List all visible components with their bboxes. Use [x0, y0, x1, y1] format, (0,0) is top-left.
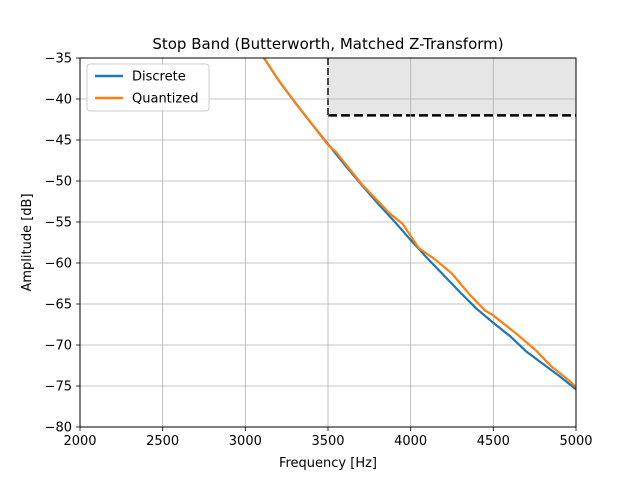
y-tick-label: −35: [45, 52, 72, 67]
y-tick-label: −60: [45, 257, 72, 272]
y-tick-label: −65: [45, 298, 72, 313]
x-tick-label: 4000: [394, 434, 427, 449]
y-tick-label: −80: [45, 421, 72, 436]
legend-label-discrete: Discrete: [132, 70, 186, 85]
y-tick-label: −70: [45, 339, 72, 354]
legend-label-quantized: Quantized: [132, 92, 198, 107]
series-line-quantized: [262, 58, 576, 388]
chart-title: Stop Band (Butterworth, Matched Z-Transf…: [152, 35, 503, 53]
y-tick-label: −45: [45, 134, 72, 149]
legend: Discrete Quantized: [86, 63, 210, 112]
x-tick-label: 5000: [559, 434, 592, 449]
x-axis-label: Frequency [Hz]: [279, 456, 377, 471]
x-tick-label: 3500: [311, 434, 344, 449]
x-tick-label: 3000: [229, 434, 262, 449]
y-tick-label: −40: [45, 93, 72, 108]
y-axis-label: Amplitude [dB]: [20, 193, 35, 291]
y-tick-label: −50: [45, 175, 72, 190]
y-tick-label: −75: [45, 380, 72, 395]
x-tick-label: 2000: [63, 434, 96, 449]
x-tick-label: 4500: [477, 434, 510, 449]
x-tick-label: 2500: [146, 434, 179, 449]
stopband-fill: [328, 58, 576, 116]
y-tick-label: −55: [45, 216, 72, 231]
